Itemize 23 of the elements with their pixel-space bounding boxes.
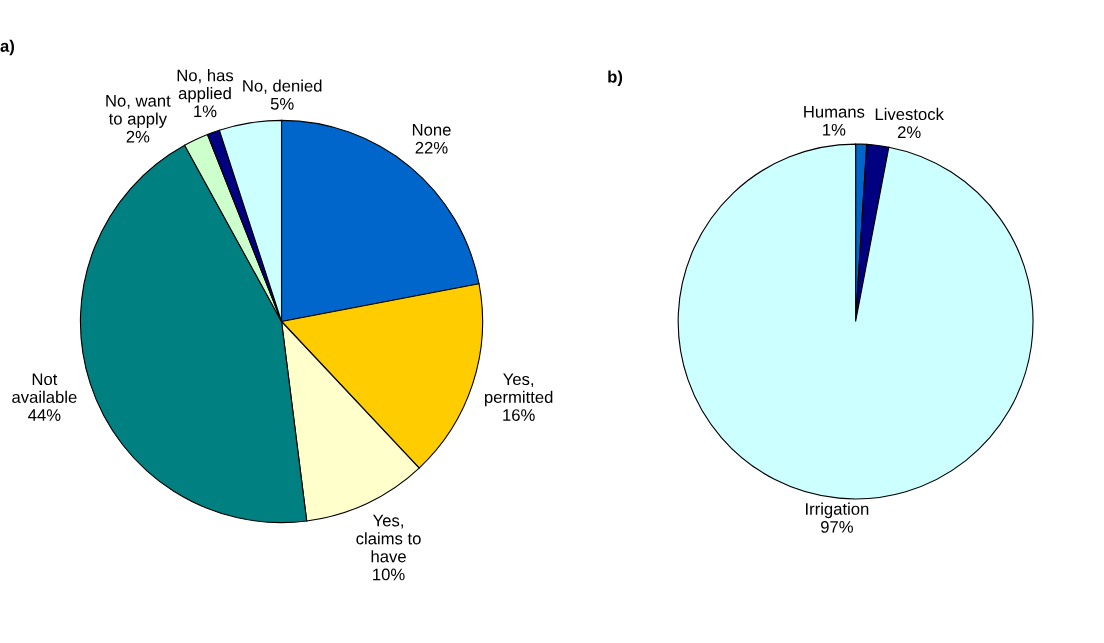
data-label: 1% xyxy=(194,105,217,118)
slice-label: Livestock xyxy=(875,107,944,121)
data-label: 2% xyxy=(897,126,921,138)
slice-label: Irrigation xyxy=(806,502,869,519)
slice-label: Humans xyxy=(804,106,865,118)
slice-label: None xyxy=(412,124,451,136)
data-label: 97% xyxy=(821,520,853,533)
slice-label: No, denied xyxy=(243,79,322,94)
slice-label: Not available xyxy=(12,373,77,404)
data-label: 2% xyxy=(126,130,150,143)
slice-label: Yes, claims to have xyxy=(356,514,421,563)
data-label: 1% xyxy=(823,123,846,136)
slice-label: No, want to apply xyxy=(106,95,171,128)
chart-title: a) xyxy=(0,39,14,56)
data-label: 5% xyxy=(270,98,294,110)
pie-slice xyxy=(677,143,1034,500)
data-label: 44% xyxy=(28,409,61,421)
data-label: 16% xyxy=(503,409,535,421)
data-label: 22% xyxy=(415,141,448,154)
data-label: 10% xyxy=(373,568,405,581)
slice-label: Yes, permitted xyxy=(485,373,553,407)
slice-label: No, has applied xyxy=(177,69,234,103)
chart-title: b) xyxy=(608,70,623,86)
